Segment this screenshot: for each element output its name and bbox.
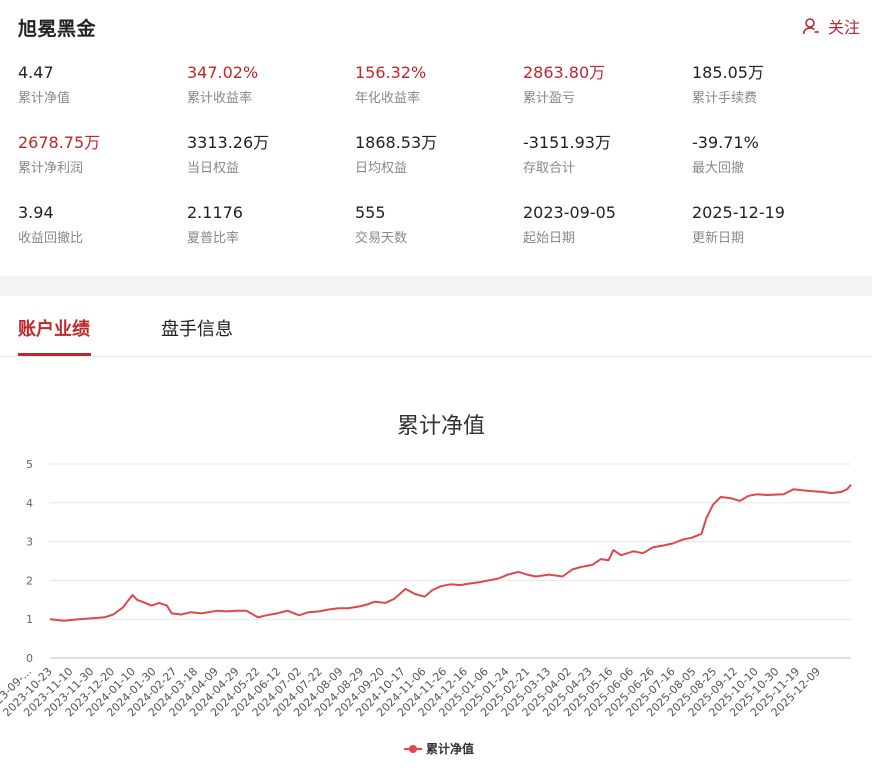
stat-value: -39.71% [692,133,759,152]
stat-item: 156.32% 年化收益率 [355,62,515,106]
page-title: 旭冕黑金 [18,18,97,40]
tab-account-performance[interactable]: 账户业绩 [18,319,90,340]
stat-item: 2863.80万累计盈亏 [523,62,683,106]
stat-value: 555 [355,203,386,222]
stat-value: 2863.80万 [523,63,606,82]
stat-item: 2025-12-19 更新日期 [692,202,852,246]
tab-bar: 账户业绩 盘手信息 [0,296,872,357]
stat-item: 555 交易天数 [355,202,515,246]
stat-item: 2678.75万累计净利润 [18,132,178,176]
stat-value: -3151.93万 [523,133,611,152]
y-tick-label: 5 [26,458,33,471]
y-tick-label: 2 [26,574,33,587]
stat-value: 2678.75万 [18,133,101,152]
stat-label: 更新日期 [692,231,745,246]
follow-button[interactable]: 关注 [802,14,860,38]
y-tick-label: 3 [26,536,33,549]
stat-item: 347.02% 累计收益率 [187,62,347,106]
section-divider [0,276,872,296]
active-tab-indicator [18,353,91,356]
stat-label: 当日权益 [187,161,240,176]
stat-item: 3313.26万当日权益 [187,132,347,176]
stat-label: 累计净值 [18,91,71,106]
y-tick-label: 4 [26,497,33,510]
stat-label: 夏普比率 [187,231,240,246]
tab-trader-info[interactable]: 盘手信息 [161,319,233,340]
stat-item: -3151.93万存取合计 [523,132,683,176]
follow-label: 关注 [827,18,860,37]
legend-label: 累计净值 [426,741,474,756]
stat-item: -39.71% 最大回撤 [692,132,852,176]
stat-value: 347.02% [187,63,259,82]
stat-value: 2023-09-05 [523,203,616,222]
stat-label: 年化收益率 [355,91,421,106]
stat-value: 185.05万 [692,63,764,82]
y-tick-label: 0 [26,652,33,665]
stat-item: 3.94 收益回撤比 [18,202,178,246]
stat-item: 4.47 累计净值 [18,62,178,106]
stat-value: 2.1176 [187,203,243,222]
series-line-nav [49,483,852,622]
stat-label: 起始日期 [523,231,576,246]
stat-item: 2.1176 夏普比率 [187,202,347,246]
stat-value: 1868.53万 [355,133,438,152]
nav-line-chart: 累计净值0123452023-09-...2023-10-232023-11-1… [0,414,852,756]
stat-label: 累计盈亏 [523,91,576,106]
stat-label: 累计净利润 [18,161,84,176]
stat-item: 2023-09-05 起始日期 [523,202,683,246]
stat-item: 185.05万累计手续费 [692,62,852,106]
stat-label: 日均权益 [355,161,408,176]
stat-value: 3.94 [18,203,54,222]
stat-value: 3313.26万 [187,133,270,152]
stats-grid: 4.47 累计净值 347.02% 累计收益率 156.32% 年化收益率 2863.80万… [0,50,872,276]
stat-value: 156.32% [355,63,427,82]
legend-marker [409,745,417,753]
stat-label: 交易天数 [355,231,408,246]
stat-value: 4.47 [18,63,54,82]
chart-title: 累计净值 [397,414,485,439]
stat-label: 最大回撤 [692,161,745,176]
stat-label: 累计手续费 [692,91,758,106]
header: 旭冕黑金 关注 [0,0,872,50]
stat-label: 累计收益率 [187,91,253,106]
y-tick-label: 1 [26,613,33,626]
stat-item: 1868.53万日均权益 [355,132,515,176]
stat-label: 存取合计 [523,161,576,176]
user-icon [802,18,819,35]
stat-value: 2025-12-19 [692,203,785,222]
stat-label: 收益回撤比 [18,231,84,246]
